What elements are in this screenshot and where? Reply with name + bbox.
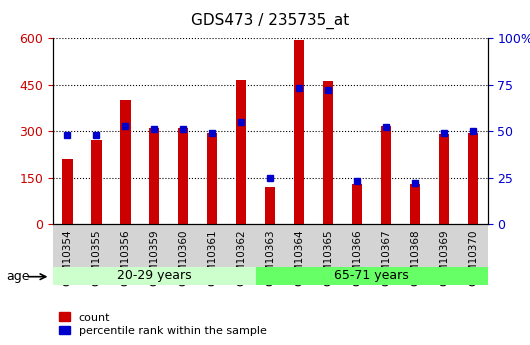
Bar (294, 39, 304, 224)
Bar (468, 132, 478, 224)
Bar (63, 159, 73, 224)
Legend: count, percentile rank within the sample: count, percentile rank within the sample (58, 313, 267, 336)
Bar (439, 134, 449, 224)
Bar (323, 81, 333, 224)
Text: 65-71 years: 65-71 years (334, 269, 409, 283)
Bar (265, 187, 276, 224)
Bar (381, 126, 391, 224)
Bar (207, 132, 217, 224)
Bar (236, 80, 246, 224)
Text: GDS473 / 235735_at: GDS473 / 235735_at (191, 13, 349, 29)
Bar (410, 184, 420, 224)
Text: age: age (6, 270, 30, 283)
Text: 20-29 years: 20-29 years (117, 269, 192, 283)
Bar (91, 140, 102, 224)
Bar (256, 267, 488, 285)
Bar (352, 184, 363, 224)
Bar (120, 100, 130, 224)
Bar (149, 128, 160, 224)
Bar (178, 128, 189, 224)
Bar (53, 267, 256, 285)
